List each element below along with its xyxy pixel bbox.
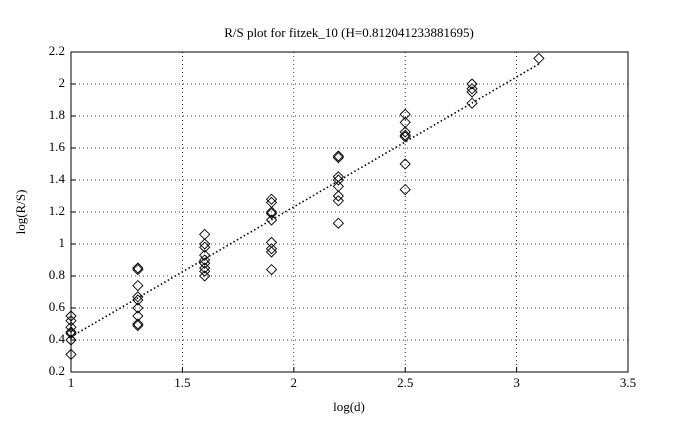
point [399, 129, 411, 141]
point [132, 294, 144, 306]
y-tick-label: 1.4 [49, 171, 66, 186]
y-tick-label: 0.6 [49, 299, 66, 314]
point [399, 131, 411, 143]
y-tick-label: 1 [59, 235, 66, 250]
point [399, 108, 411, 121]
point [199, 249, 211, 261]
point [332, 195, 344, 207]
point [132, 319, 144, 332]
point [399, 158, 411, 170]
point [466, 83, 478, 95]
point [199, 254, 211, 266]
point [65, 326, 77, 338]
point [265, 206, 278, 218]
y-tick-label: 1.2 [49, 203, 65, 218]
y-tick-label: 1.6 [49, 139, 66, 154]
x-tick-label: 2 [291, 375, 298, 390]
point [399, 183, 411, 196]
x-tick-label: 2.5 [397, 375, 413, 390]
point [332, 190, 344, 202]
point [65, 327, 77, 340]
y-tick-label: 2 [59, 75, 66, 90]
plot-frame [70, 51, 629, 373]
point [265, 246, 278, 258]
point [199, 238, 211, 250]
point [265, 236, 278, 249]
y-tick-label: 0.8 [49, 267, 65, 282]
fit-line [70, 63, 540, 338]
point [199, 270, 211, 282]
point [199, 265, 211, 277]
x-tick-label: 3.5 [620, 375, 636, 390]
y-tick-label: 0.4 [49, 331, 66, 346]
point [65, 315, 77, 327]
point [265, 196, 278, 209]
x-axis-label: log(d) [333, 399, 365, 414]
point [466, 78, 478, 90]
y-tick-label: 2.2 [49, 43, 65, 58]
point [199, 241, 211, 253]
point [199, 257, 211, 269]
point [65, 334, 77, 346]
x-tick-label: 1 [68, 375, 75, 390]
point [332, 151, 344, 164]
point [332, 171, 344, 183]
point [65, 348, 77, 361]
point [132, 318, 144, 330]
point [466, 86, 478, 98]
point [265, 214, 278, 226]
x-tick-label: 3 [513, 375, 520, 390]
point [332, 150, 344, 162]
point [399, 126, 411, 138]
point [132, 302, 144, 314]
point [265, 193, 278, 205]
y-tick-label: 1.8 [49, 107, 65, 122]
point [132, 291, 144, 303]
point [199, 262, 211, 274]
point [466, 97, 478, 109]
point [65, 310, 77, 322]
point [65, 321, 77, 333]
point [533, 52, 545, 65]
point [132, 263, 144, 276]
chart-title: R/S plot for fitzek_10 (H=0.812041233881… [224, 25, 474, 40]
point [332, 174, 344, 186]
point [265, 263, 278, 276]
x-tick-label: 1.5 [174, 375, 190, 390]
point [132, 279, 144, 292]
point [199, 228, 211, 241]
point [132, 262, 144, 274]
point [265, 207, 278, 220]
point [265, 243, 278, 255]
y-tick-label: 0.2 [49, 363, 65, 378]
point [332, 217, 344, 229]
y-axis-label: log(R/S) [13, 190, 28, 235]
